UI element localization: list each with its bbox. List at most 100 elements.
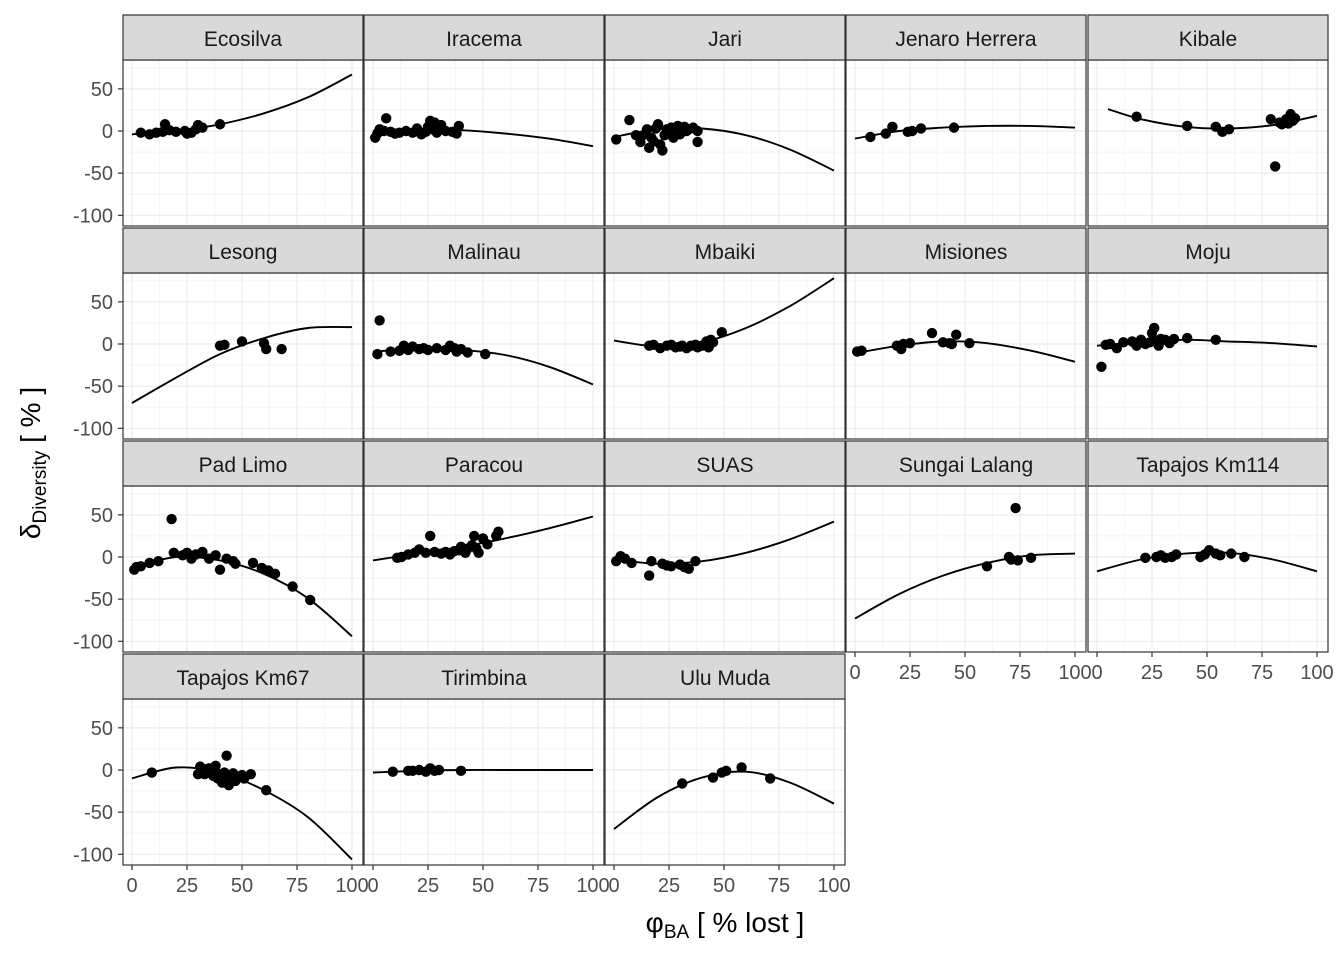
strip-label: Pad Limo: [199, 454, 288, 477]
data-point: [287, 581, 298, 592]
panel-background: [364, 486, 604, 652]
strip-iracema: [363, 14, 605, 61]
data-point: [420, 547, 431, 558]
strip-label: Malinau: [447, 241, 521, 264]
x-tick-label: 50: [472, 875, 494, 897]
data-point: [455, 765, 467, 777]
x-tick-label: 50: [1196, 662, 1218, 684]
panel-background: [846, 273, 1086, 439]
data-point: [981, 561, 993, 572]
data-point: [469, 530, 480, 542]
panel-ecosilva: Ecosilva: [122, 14, 364, 227]
strip-label: Kibale: [1179, 28, 1237, 51]
data-point: [1265, 113, 1277, 125]
data-point: [493, 526, 504, 537]
data-point: [880, 128, 891, 139]
panel-background: [1088, 273, 1328, 439]
panel-sungai-lalang: Sungai Lalang: [845, 440, 1087, 653]
data-point: [214, 119, 226, 130]
x-tick-label: 0: [367, 875, 378, 897]
strip-label: Iracema: [446, 28, 522, 51]
data-point: [245, 769, 256, 780]
data-point: [197, 122, 208, 133]
data-point: [473, 547, 484, 558]
data-point: [624, 114, 635, 126]
panel-background: [123, 273, 363, 439]
x-tick-label: 50: [713, 875, 735, 897]
y-tick-label: -50: [84, 589, 113, 611]
y-tick-label: 50: [91, 292, 113, 314]
data-point: [453, 120, 464, 132]
data-point: [948, 122, 960, 133]
data-point: [219, 339, 230, 351]
strip-suas: [604, 440, 846, 487]
strip-moju: [1087, 227, 1329, 274]
x-tick-label: 75: [527, 875, 549, 897]
x-tick-label: 50: [954, 662, 976, 684]
x-tick-label: 25: [176, 875, 198, 897]
strip-label: Misiones: [925, 241, 1008, 264]
data-point: [692, 125, 703, 137]
data-point: [261, 785, 272, 796]
data-point: [1118, 337, 1129, 348]
y-tick-label: 50: [91, 505, 113, 527]
strip-label: Ulu Muda: [680, 667, 770, 690]
data-point: [666, 561, 677, 572]
strip-label: Mbaiki: [695, 241, 756, 264]
data-point: [635, 136, 646, 148]
panel-background: [1088, 60, 1328, 226]
data-point: [210, 760, 221, 771]
data-point: [946, 338, 957, 350]
panel-mbaiki: Mbaiki: [604, 227, 846, 440]
panel-malinau: Malinau: [363, 227, 605, 440]
data-point: [1182, 332, 1193, 344]
strip-label: Tapajos Km114: [1136, 454, 1280, 477]
data-point: [887, 121, 898, 132]
data-point: [247, 557, 259, 569]
data-point: [626, 557, 637, 569]
data-point: [168, 547, 179, 558]
strip-kibale: [1087, 14, 1329, 61]
data-point: [135, 127, 146, 138]
data-point: [431, 343, 442, 354]
y-axis-title: δDiversity [ % ]: [15, 387, 51, 539]
y-tick-label: -50: [84, 163, 113, 185]
data-point: [646, 556, 657, 567]
strip-label: Moju: [1185, 241, 1231, 264]
data-point: [1168, 333, 1180, 345]
x-tick-label: 100: [817, 875, 850, 897]
data-point: [1010, 502, 1021, 514]
y-tick-label: -100: [73, 844, 113, 866]
data-point: [964, 337, 975, 349]
data-point: [1239, 551, 1250, 563]
data-point: [765, 773, 776, 784]
x-axis-title: φBA [ % lost ]: [646, 907, 805, 943]
panel-background: [846, 60, 1086, 226]
x-tick-label: 0: [1091, 662, 1102, 684]
x-tick-label: 0: [608, 875, 619, 897]
data-point: [736, 762, 747, 773]
data-point: [652, 119, 664, 130]
strip-tapajos-km67: [122, 653, 364, 700]
x-tick-label: 25: [1141, 662, 1163, 684]
y-tick-label: 0: [102, 121, 113, 143]
panel-ulu-muda: Ulu Muda: [604, 653, 846, 866]
x-tick-label: 100: [1300, 662, 1333, 684]
data-point: [236, 336, 248, 347]
data-point: [385, 346, 396, 357]
strip-misiones: [845, 227, 1087, 274]
panel-iracema: Iracema: [363, 14, 605, 227]
x-tick-label: 100: [1058, 662, 1091, 684]
data-point: [1182, 120, 1193, 132]
data-point: [707, 337, 719, 348]
panel-misiones: Misiones: [845, 227, 1087, 440]
y-tick-label: 0: [102, 334, 113, 356]
strip-lesong: [122, 227, 364, 274]
y-tick-label: -100: [73, 205, 113, 227]
y-tick-label: 50: [91, 718, 113, 740]
strip-label: Tapajos Km67: [176, 667, 309, 690]
panel-background: [364, 60, 604, 226]
data-point: [230, 558, 241, 569]
y-tick-label: -100: [73, 631, 113, 653]
panel-jari: Jari: [604, 14, 846, 227]
